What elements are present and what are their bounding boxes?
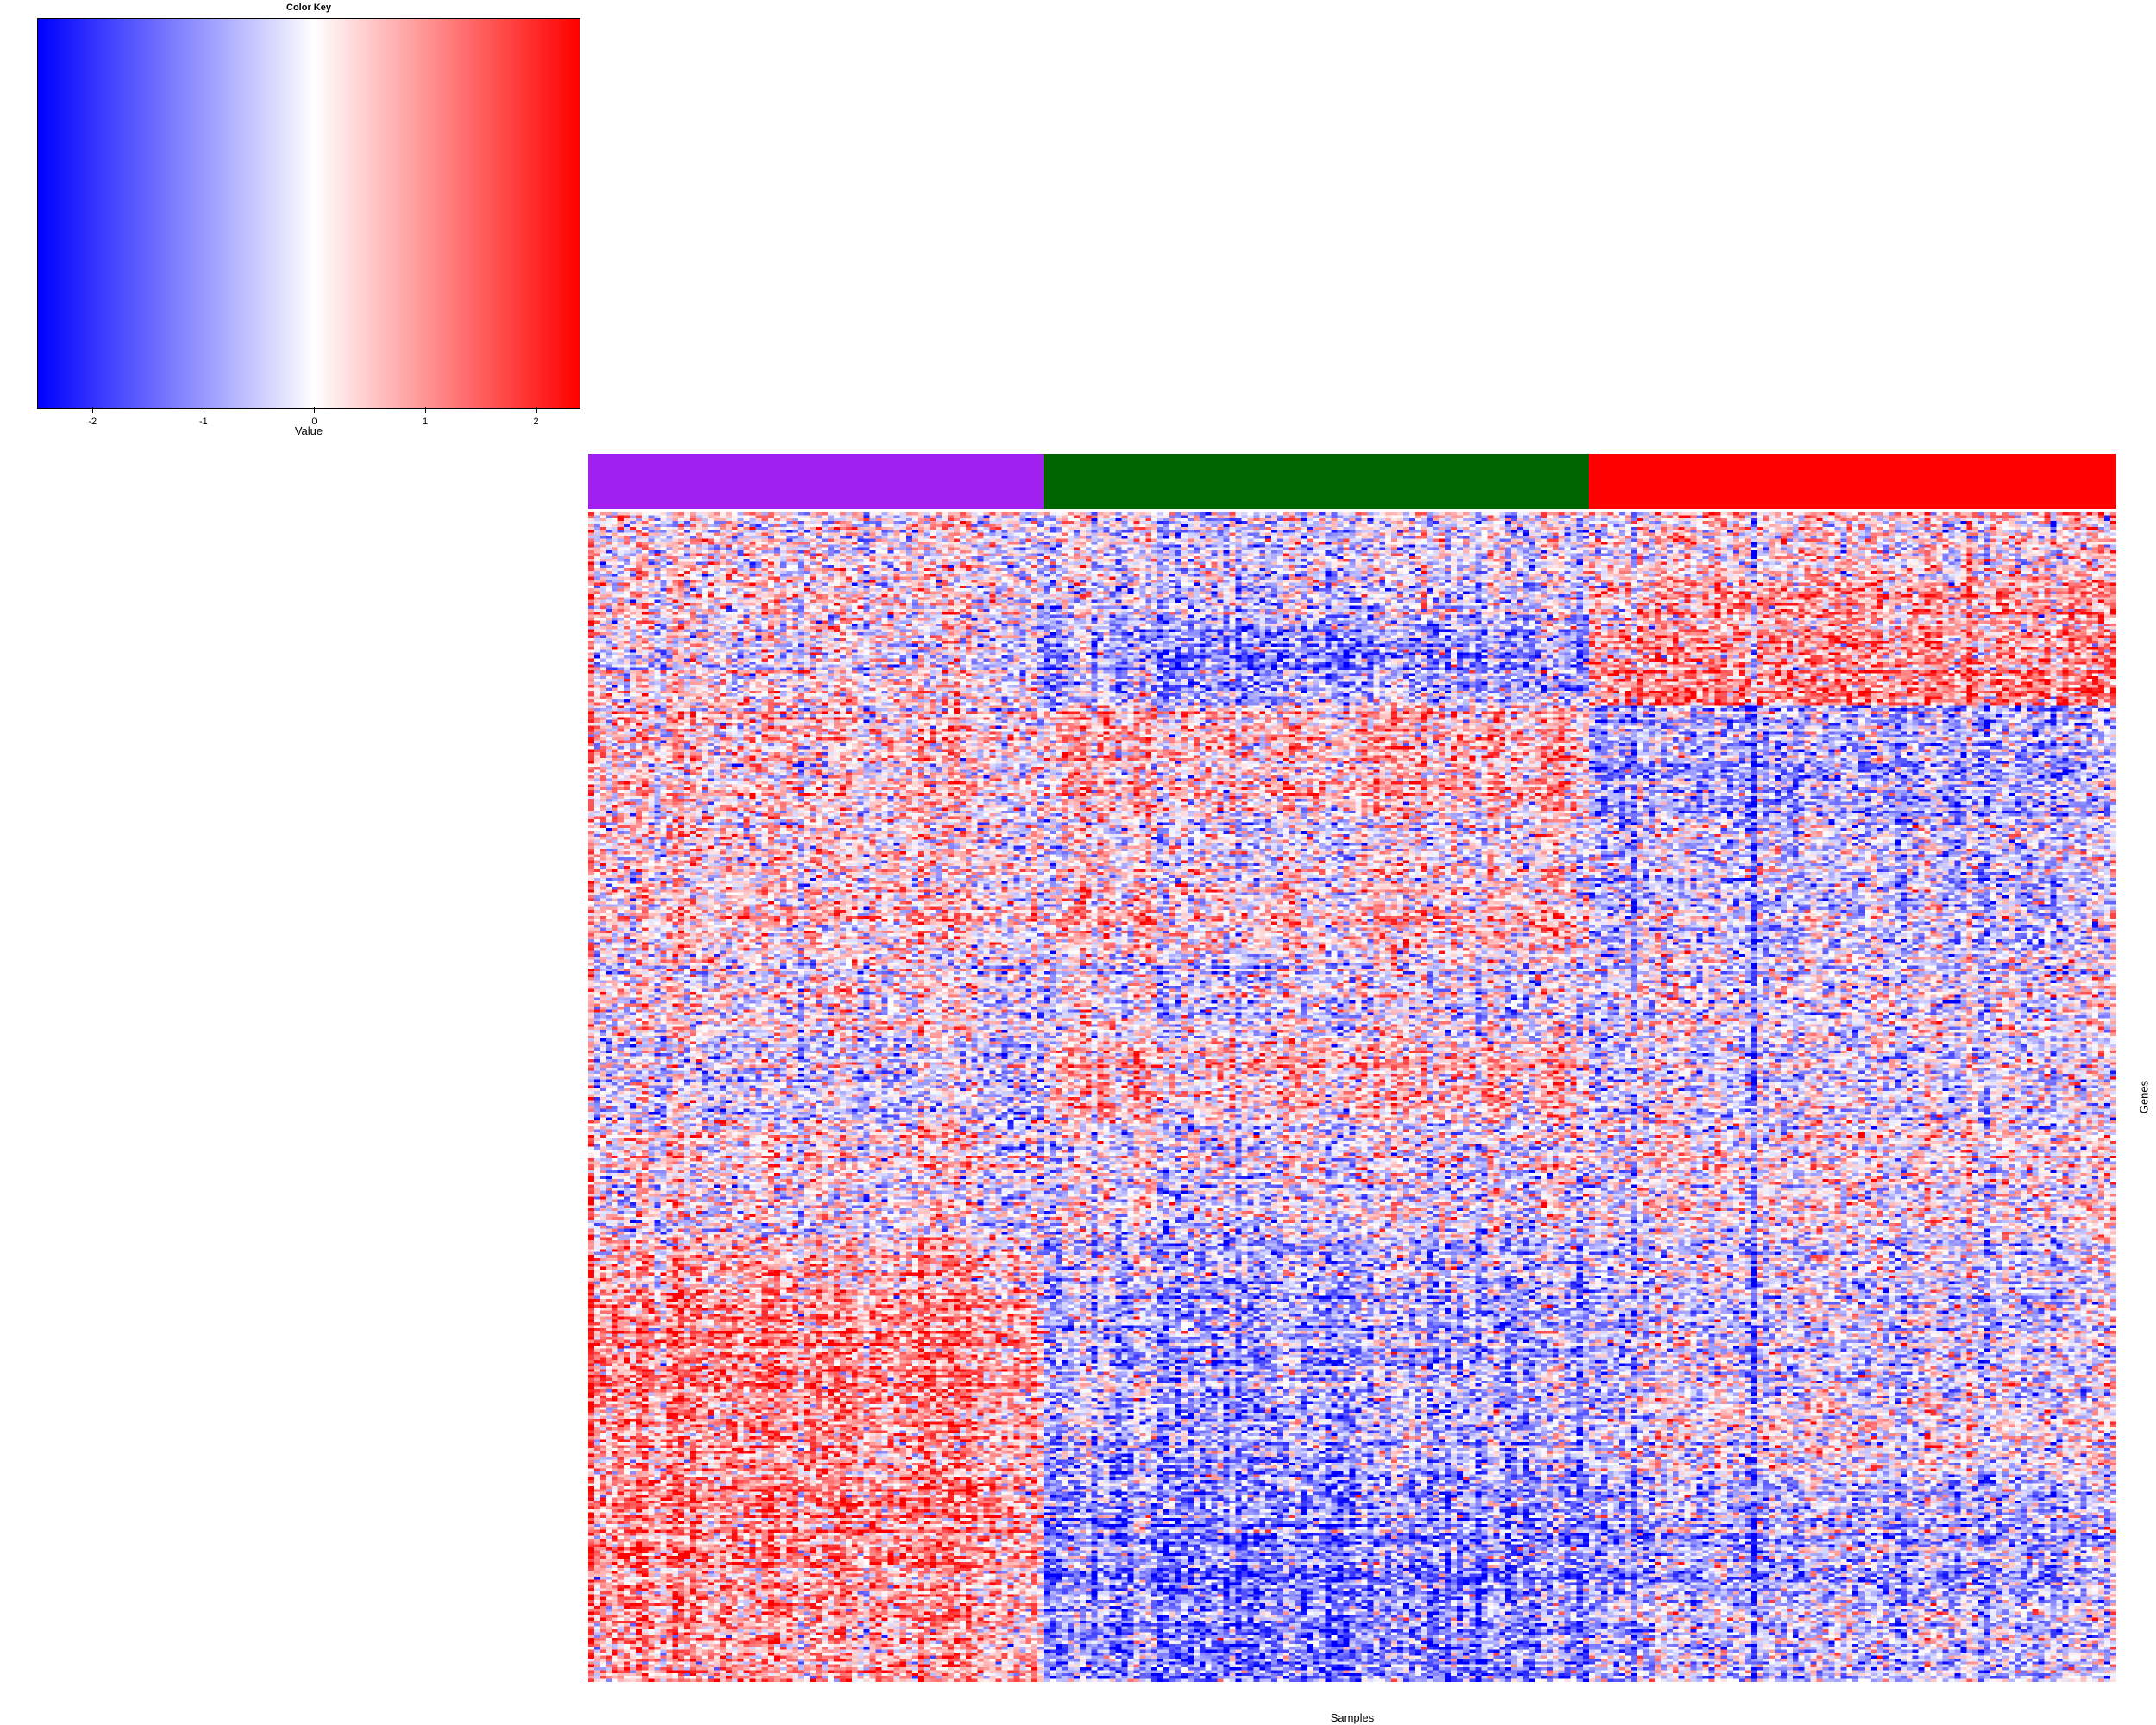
sample-group-colorbar (588, 454, 2117, 509)
expression-heatmap (588, 512, 2116, 1682)
color-key-tick-label: -1 (198, 417, 208, 427)
color-key-tick-label: 2 (533, 417, 539, 427)
color-key-tick-label: 1 (422, 417, 429, 427)
sample-group-1 (588, 454, 1044, 509)
color-key-gradient (37, 18, 580, 409)
color-key-tick (536, 407, 537, 413)
sample-group-2 (1044, 454, 1589, 509)
sample-group-3 (1589, 454, 2117, 509)
x-axis-label: Samples (1330, 1711, 1375, 1724)
color-key-tick-label: -2 (88, 417, 97, 427)
color-key-title: Color Key (286, 3, 331, 13)
color-key-tick (314, 407, 316, 413)
color-key-tick-label: 0 (311, 417, 317, 427)
color-key-xlabel: Value (294, 424, 323, 437)
color-key-tick (425, 407, 426, 413)
color-key-tick (92, 407, 94, 413)
y-axis-label: Genes (2137, 1080, 2151, 1114)
